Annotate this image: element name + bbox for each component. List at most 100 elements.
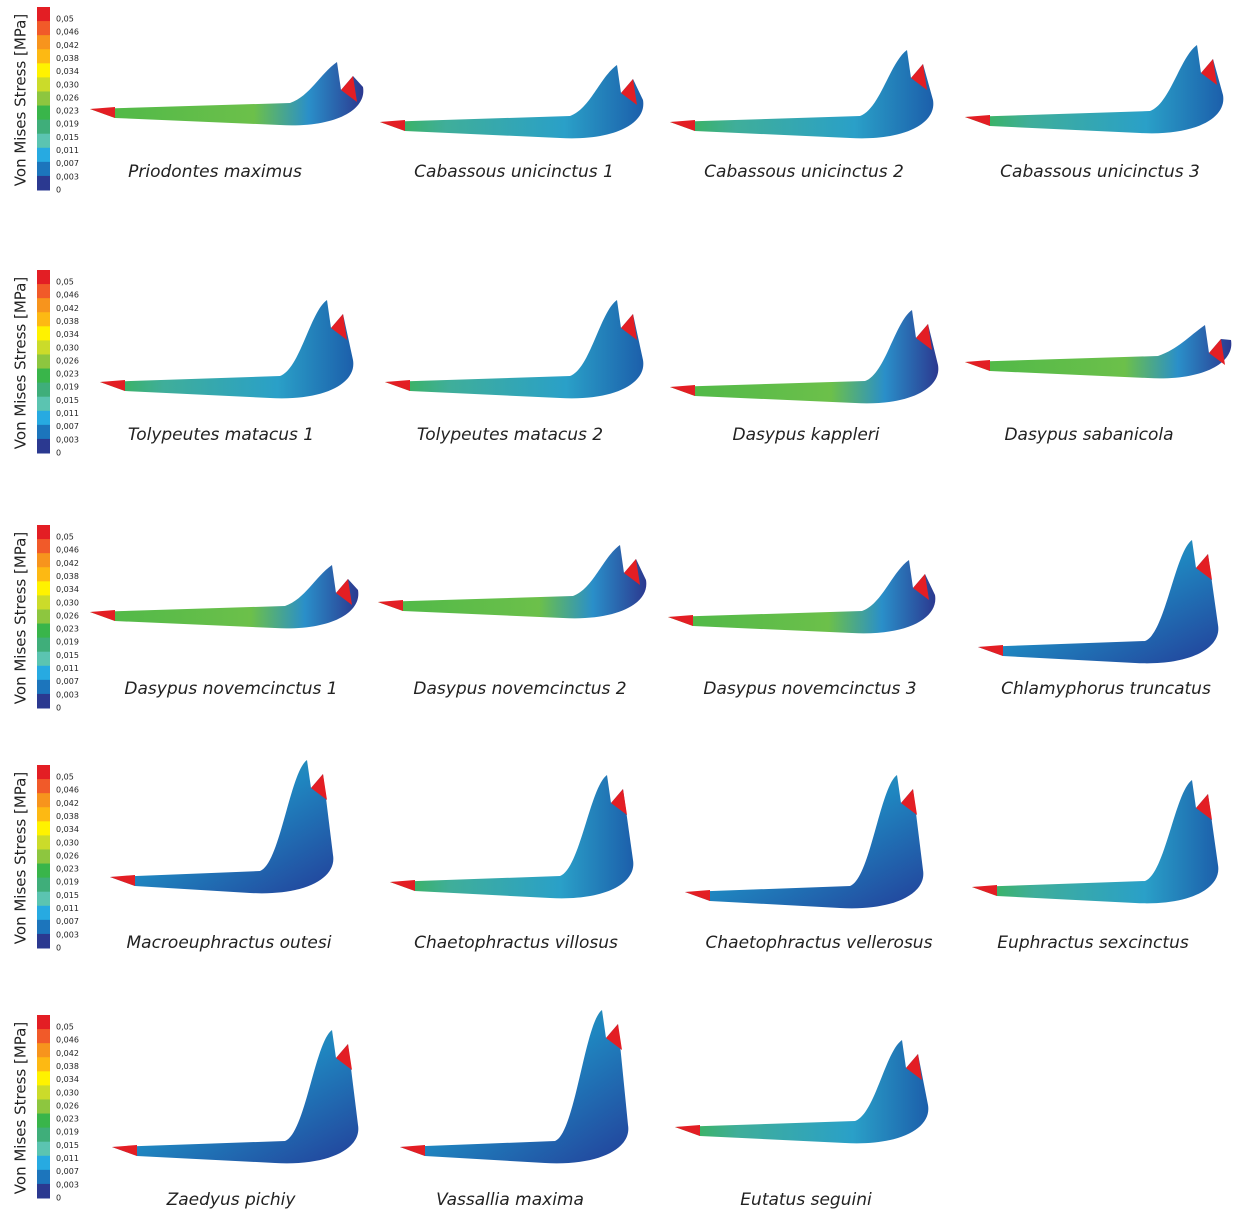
color-swatch bbox=[37, 878, 50, 893]
color-swatch bbox=[37, 369, 50, 384]
color-swatch bbox=[37, 638, 50, 653]
mandible-shape bbox=[965, 325, 1231, 378]
legend-label: 0,015 bbox=[56, 651, 79, 660]
legend-title: Von Mises Stress [MPa] bbox=[12, 532, 30, 704]
color-swatch bbox=[37, 1156, 50, 1171]
color-swatch bbox=[37, 525, 50, 540]
legend-title: Von Mises Stress [MPa] bbox=[12, 277, 30, 449]
color-swatch bbox=[37, 35, 50, 50]
legend-label: 0,042 bbox=[56, 559, 79, 568]
color-swatch bbox=[37, 1029, 50, 1044]
legend-label: 0,019 bbox=[56, 120, 79, 129]
stress-hotspot bbox=[380, 120, 405, 131]
species-name: Chaetophractus villosus bbox=[414, 933, 618, 953]
color-swatch bbox=[37, 1099, 50, 1114]
color-swatch bbox=[37, 148, 50, 163]
color-swatch bbox=[37, 21, 50, 36]
legend-label: 0,011 bbox=[56, 1154, 79, 1163]
stress-hotspot bbox=[675, 1125, 700, 1136]
mandible-shape bbox=[670, 310, 938, 403]
mandible-shape bbox=[400, 1010, 628, 1163]
color-swatch bbox=[37, 666, 50, 681]
species-name: Chlamyphorus truncatus bbox=[1001, 679, 1211, 699]
legend-label: 0,007 bbox=[56, 677, 79, 686]
mandible-panel: Chaetophractus vellerosus bbox=[685, 775, 933, 953]
legend-label: 0,026 bbox=[56, 93, 79, 102]
stress-hotspot bbox=[100, 380, 125, 391]
legend-label: 0,030 bbox=[56, 838, 79, 847]
color-swatch bbox=[37, 609, 50, 624]
legend-label: 0,026 bbox=[56, 1101, 79, 1110]
species-name: Dasypus kappleri bbox=[733, 425, 880, 445]
color-swatch bbox=[37, 120, 50, 135]
figure: 0,05 0,046 0,042 0,038 0,034 0,030 0,026 0,023 0… bbox=[0, 0, 1233, 1220]
legend-label: 0,023 bbox=[56, 625, 79, 634]
color-swatch bbox=[37, 595, 50, 610]
legend-label: 0,046 bbox=[56, 291, 79, 300]
mandible-shape bbox=[110, 760, 333, 893]
color-swatch bbox=[37, 383, 50, 398]
stress-hotspot bbox=[378, 600, 403, 611]
species-name: Dasypus novemcinctus 3 bbox=[703, 679, 916, 699]
color-swatch bbox=[37, 77, 50, 92]
stress-hotspot bbox=[685, 890, 710, 901]
color-swatch bbox=[37, 284, 50, 299]
stress-hotspot bbox=[90, 107, 115, 118]
color-swatch bbox=[37, 312, 50, 327]
legend-label: 0,023 bbox=[56, 1115, 79, 1124]
stress-legend: 0,050,0460,0420,0380,0340,0300,0260,0230… bbox=[12, 765, 79, 952]
legend-label: 0,003 bbox=[56, 1180, 79, 1189]
legend-label: 0,05 bbox=[56, 15, 74, 24]
mandible-panel: Euphractus sexcinctus bbox=[972, 780, 1218, 953]
color-swatch bbox=[37, 1142, 50, 1157]
stress-hotspot bbox=[112, 1145, 137, 1156]
mandible-panel: Dasypus novemcinctus 1 bbox=[90, 565, 358, 699]
legend-label: 0,042 bbox=[56, 1049, 79, 1058]
mandible-panel: Priodontes maximus bbox=[90, 62, 363, 182]
legend-label: 0,015 bbox=[56, 133, 79, 142]
stress-hotspot bbox=[670, 120, 695, 131]
legend-label: 0,003 bbox=[56, 930, 79, 939]
mandible-shape bbox=[668, 560, 935, 633]
color-swatch bbox=[37, 624, 50, 639]
legend-label: 0,026 bbox=[56, 851, 79, 860]
legend-label: 0,015 bbox=[56, 1141, 79, 1150]
legend-label: 0,011 bbox=[56, 664, 79, 673]
legend-label: 0,042 bbox=[56, 799, 79, 808]
legend-label: 0,019 bbox=[56, 878, 79, 887]
legend-label: 0,05 bbox=[56, 1023, 74, 1032]
stress-hotspot bbox=[965, 360, 990, 371]
mandible-panel: Chlamyphorus truncatus bbox=[978, 540, 1218, 699]
species-name: Vassallia maxima bbox=[436, 1190, 584, 1210]
mandible-panel: Tolypeutes matacus 1 bbox=[100, 300, 353, 445]
mandible-shape bbox=[390, 775, 633, 898]
color-swatch bbox=[37, 553, 50, 568]
mandible-shape bbox=[90, 565, 358, 628]
mandible-shape bbox=[380, 65, 643, 138]
color-swatch bbox=[37, 1114, 50, 1129]
species-name: Macroeuphractus outesi bbox=[127, 933, 332, 953]
color-swatch bbox=[37, 652, 50, 667]
color-swatch bbox=[37, 539, 50, 554]
legend-label: 0,007 bbox=[56, 159, 79, 168]
species-name: Cabassous unicinctus 2 bbox=[704, 162, 904, 182]
stress-hotspot bbox=[978, 645, 1003, 656]
legend-label: 0,034 bbox=[56, 330, 79, 339]
color-swatch bbox=[37, 176, 50, 191]
color-swatch bbox=[37, 397, 50, 412]
color-swatch bbox=[37, 134, 50, 149]
legend-title: Von Mises Stress [MPa] bbox=[12, 772, 30, 944]
mandible-panel: Chaetophractus villosus bbox=[390, 775, 633, 953]
species-name: Priodontes maximus bbox=[128, 162, 302, 182]
color-swatch bbox=[37, 934, 50, 949]
color-swatch bbox=[37, 1057, 50, 1072]
legend-label: 0,026 bbox=[56, 356, 79, 365]
color-swatch bbox=[37, 1071, 50, 1086]
legend-label: 0,038 bbox=[56, 572, 79, 581]
legend-label: 0,034 bbox=[56, 67, 79, 76]
stress-hotspot bbox=[390, 880, 415, 891]
legend-label: 0,026 bbox=[56, 611, 79, 620]
color-swatch bbox=[37, 906, 50, 921]
species-name: Cabassous unicinctus 3 bbox=[1000, 162, 1200, 182]
color-swatch bbox=[37, 920, 50, 935]
